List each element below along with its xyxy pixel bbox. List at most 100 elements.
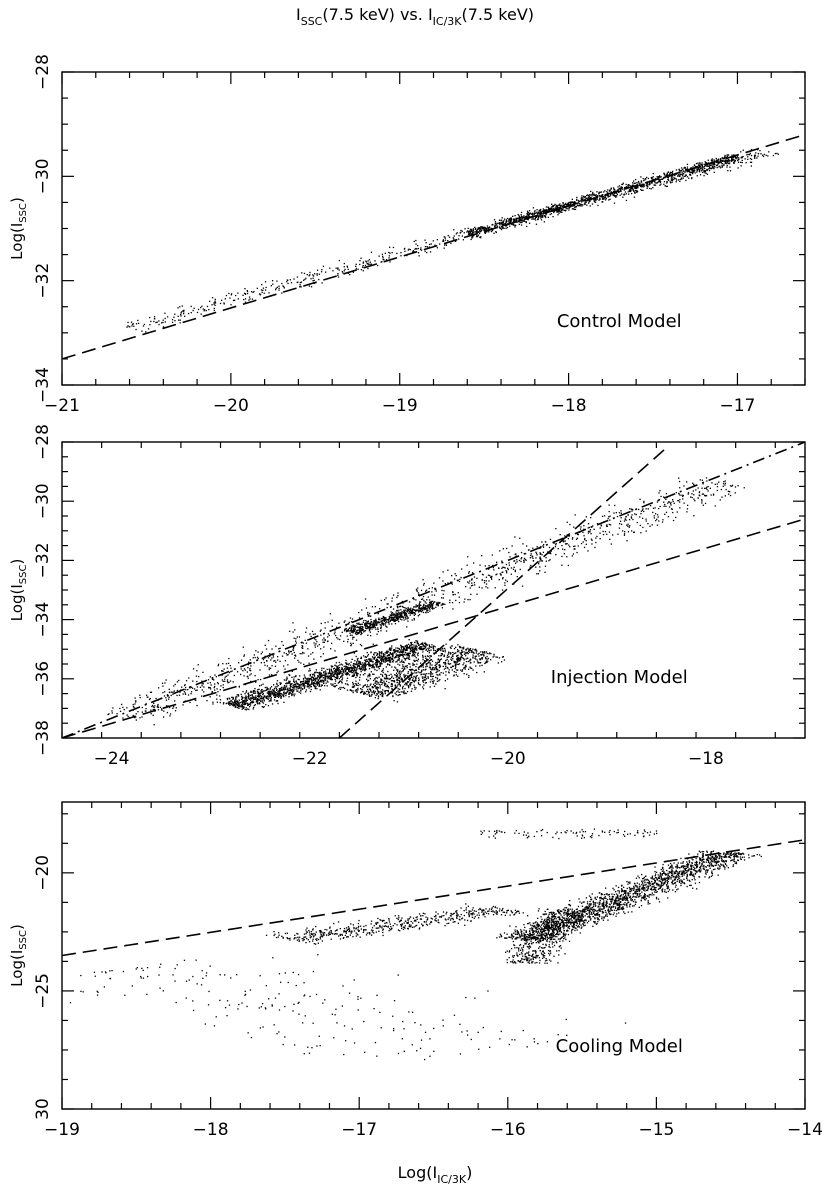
scatter-point	[542, 546, 545, 548]
scatter-point	[578, 201, 580, 203]
scatter-point	[270, 659, 272, 661]
scatter-point	[625, 183, 627, 186]
scatter-point	[279, 689, 281, 691]
scatter-point	[322, 265, 325, 267]
scatter-point	[731, 154, 733, 156]
scatter-point	[433, 594, 436, 596]
scatter-point	[135, 701, 137, 703]
scatter-point	[515, 224, 517, 226]
scatter-point	[418, 644, 420, 646]
scatter-point	[548, 208, 550, 210]
scatter-point	[567, 202, 569, 204]
scatter-point	[238, 705, 240, 708]
scatter-point	[447, 582, 449, 584]
scatter-point	[575, 538, 578, 540]
scatter-point	[580, 204, 582, 206]
scatter-point	[382, 255, 384, 257]
scatter-point	[275, 287, 277, 290]
scatter-point	[545, 214, 547, 216]
scatter-point	[266, 686, 268, 688]
scatter-point	[299, 682, 302, 684]
scatter-point	[461, 230, 463, 232]
scatter-point	[289, 681, 291, 683]
scatter-point	[315, 681, 317, 683]
scatter-point	[668, 501, 670, 503]
scatter-point	[690, 496, 692, 498]
scatter-point	[285, 679, 287, 682]
scatter-point	[398, 609, 400, 611]
scatter-point	[281, 282, 283, 285]
scatter-point	[587, 527, 589, 529]
scatter-point	[590, 190, 592, 193]
scatter-point	[319, 671, 321, 673]
scatter-point	[333, 674, 336, 676]
scatter-point	[331, 625, 333, 627]
scatter-point	[248, 694, 250, 696]
scatter-point	[248, 695, 250, 697]
scatter-point	[178, 694, 181, 696]
scatter-point	[385, 658, 387, 660]
scatter-point	[481, 226, 483, 228]
scatter-point	[680, 177, 683, 179]
scatter-point	[724, 482, 727, 484]
scatter-point	[183, 313, 185, 315]
scatter-point	[605, 525, 608, 527]
scatter-point	[327, 675, 329, 677]
scatter-point	[213, 303, 215, 305]
scatter-point	[295, 680, 297, 682]
scatter-point	[519, 537, 521, 539]
scatter-point	[380, 662, 382, 665]
scatter-point	[531, 213, 534, 215]
scatter-point	[392, 608, 395, 610]
scatter-point	[381, 659, 383, 661]
scatter-point	[315, 677, 318, 679]
scatter-point	[318, 273, 321, 275]
scatter-point	[320, 629, 322, 631]
scatter-point	[360, 656, 362, 658]
scatter-point	[337, 276, 340, 278]
scatter-point	[511, 545, 513, 547]
scatter-point	[310, 635, 312, 638]
scatter-point	[646, 176, 648, 179]
scatter-point	[444, 239, 447, 241]
scatter-point	[610, 188, 612, 190]
scatter-point	[339, 638, 341, 641]
scatter-point	[754, 156, 756, 158]
scatter-point	[566, 208, 568, 210]
scatter-point	[264, 690, 266, 692]
scatter-point	[473, 582, 476, 584]
scatter-point	[316, 269, 319, 271]
scatter-point	[396, 650, 399, 653]
scatter-point	[750, 154, 753, 157]
scatter-point	[387, 650, 389, 653]
scatter-point	[632, 188, 634, 190]
scatter-point	[588, 202, 590, 204]
scatter-point	[502, 566, 504, 568]
scatter-point	[728, 162, 731, 164]
scatter-point	[502, 571, 504, 573]
scatter-point	[422, 584, 425, 586]
scatter-point	[278, 688, 280, 690]
scatter-point	[401, 646, 403, 648]
scatter-point	[364, 598, 367, 600]
scatter-point	[386, 664, 389, 666]
scatter-point	[392, 661, 394, 663]
scatter-point	[145, 331, 147, 333]
scatter-point	[405, 647, 407, 649]
scatter-point	[453, 235, 455, 237]
scatter-point	[406, 647, 408, 649]
scatter-point	[618, 527, 621, 529]
scatter-point	[431, 644, 433, 646]
scatter-point	[216, 701, 218, 703]
scatter-point	[272, 689, 274, 692]
scatter-point	[296, 686, 298, 689]
dashed-reference-line	[62, 133, 805, 360]
scatter-point	[547, 210, 549, 212]
scatter-point	[508, 221, 510, 223]
scatter-point	[247, 704, 249, 706]
scatter-point	[356, 663, 358, 666]
scatter-point	[618, 188, 620, 190]
scatter-point	[415, 645, 417, 647]
scatter-point	[418, 604, 420, 606]
scatter-point	[251, 697, 253, 700]
